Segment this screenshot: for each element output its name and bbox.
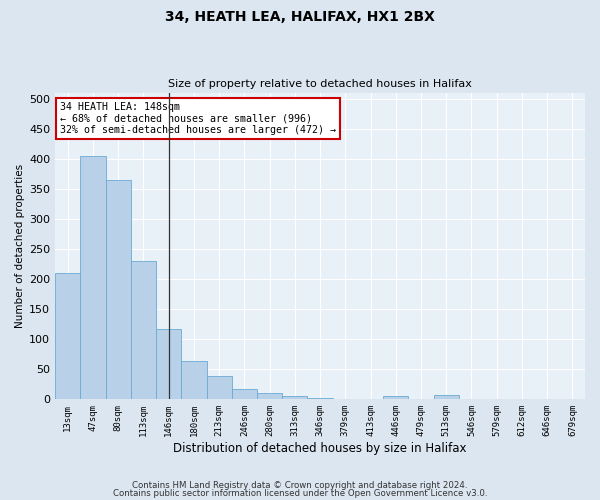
Bar: [257, 392, 282, 400]
Text: 34, HEATH LEA, HALIFAX, HX1 2BX: 34, HEATH LEA, HALIFAX, HX1 2BX: [165, 10, 435, 24]
Bar: [332, 398, 358, 400]
Bar: [484, 398, 509, 400]
Text: 34 HEATH LEA: 148sqm
← 68% of detached houses are smaller (996)
32% of semi-deta: 34 HEATH LEA: 148sqm ← 68% of detached h…: [61, 102, 337, 135]
Bar: [434, 395, 459, 400]
Bar: [358, 398, 383, 400]
Bar: [131, 261, 156, 400]
Bar: [232, 389, 257, 400]
Bar: [535, 398, 560, 400]
Bar: [106, 180, 131, 400]
Bar: [55, 273, 80, 400]
Text: Contains HM Land Registry data © Crown copyright and database right 2024.: Contains HM Land Registry data © Crown c…: [132, 481, 468, 490]
Title: Size of property relative to detached houses in Halifax: Size of property relative to detached ho…: [168, 79, 472, 89]
Text: Contains public sector information licensed under the Open Government Licence v3: Contains public sector information licen…: [113, 488, 487, 498]
Bar: [459, 398, 484, 400]
Bar: [206, 376, 232, 400]
Bar: [156, 329, 181, 400]
Bar: [383, 396, 409, 400]
Bar: [282, 396, 307, 400]
Bar: [181, 362, 206, 400]
Bar: [80, 156, 106, 400]
X-axis label: Distribution of detached houses by size in Halifax: Distribution of detached houses by size …: [173, 442, 467, 455]
Bar: [409, 398, 434, 400]
Bar: [307, 398, 332, 400]
Y-axis label: Number of detached properties: Number of detached properties: [15, 164, 25, 328]
